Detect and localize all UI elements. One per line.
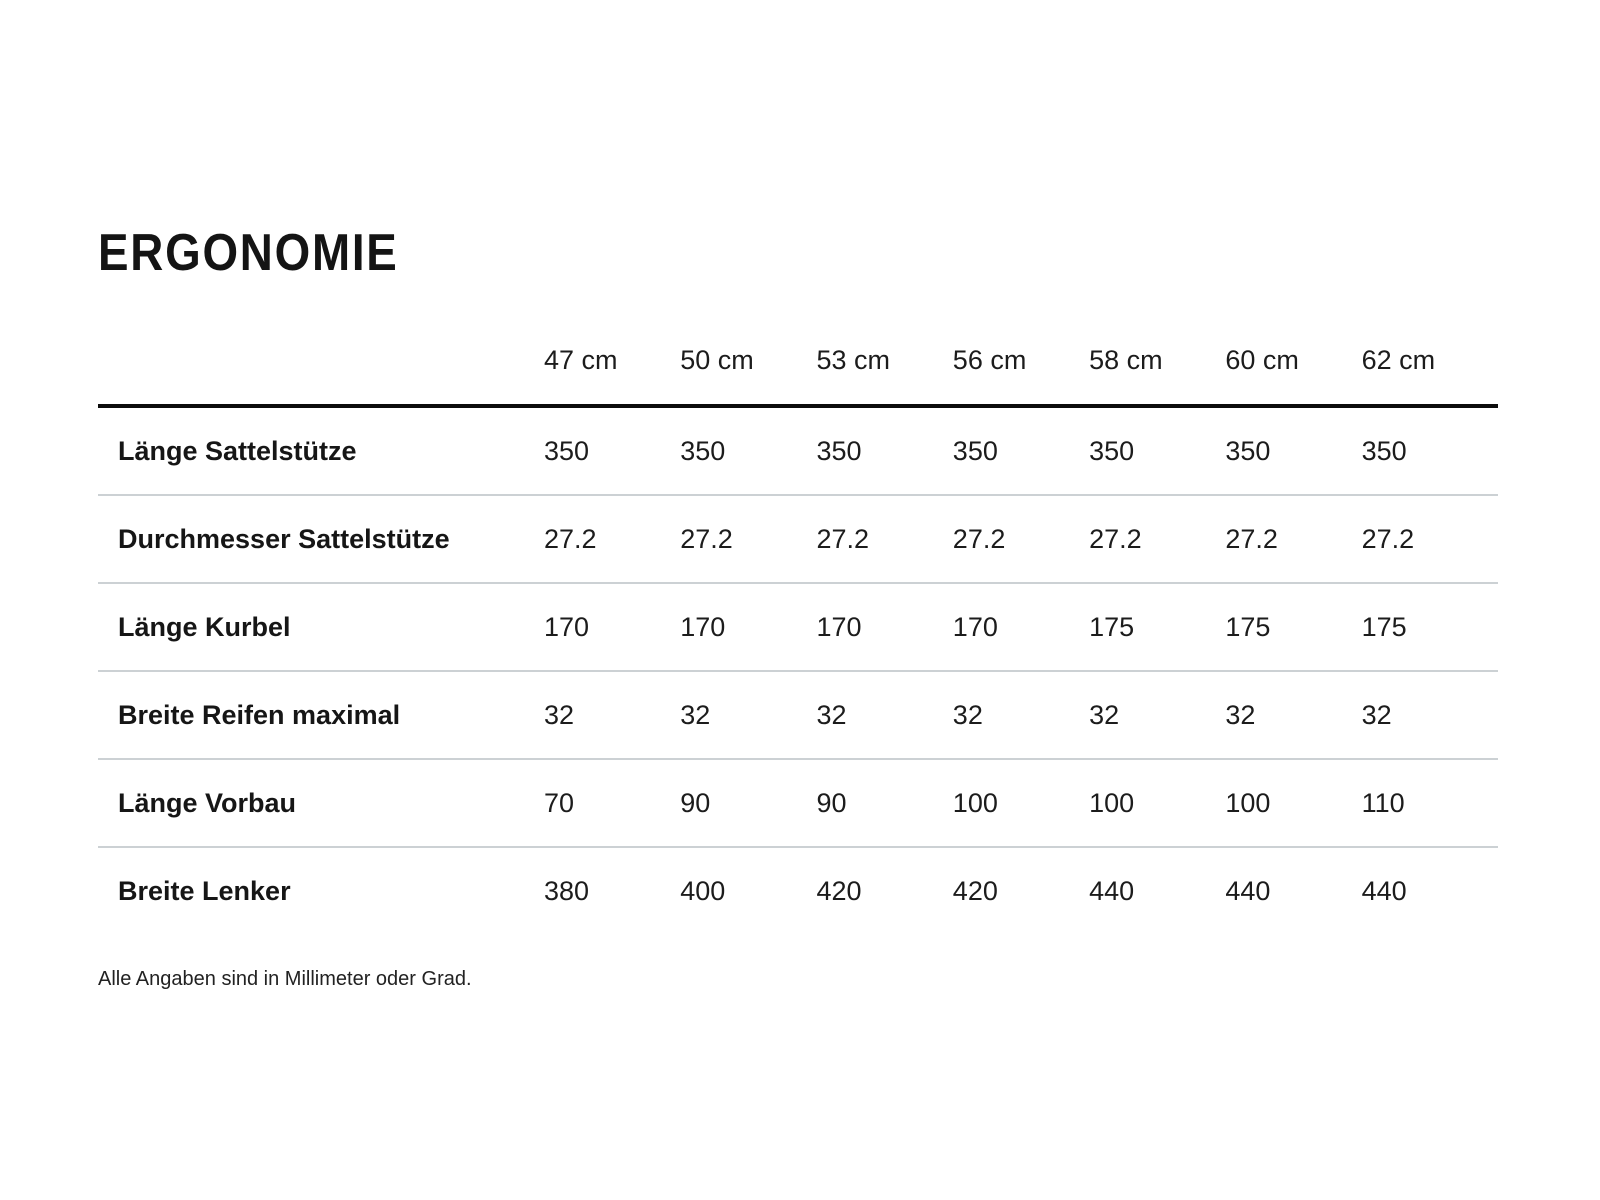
table-header: 47 cm 50 cm 53 cm 56 cm 58 cm 60 cm 62 cm — [98, 316, 1498, 408]
table-row: Breite Lenker 380 400 420 420 440 440 440 — [98, 847, 1498, 934]
cell-value: 350 — [1089, 406, 1226, 496]
cell-value: 32 — [816, 671, 953, 760]
cell-value: 32 — [680, 671, 817, 760]
cell-value: 400 — [680, 875, 726, 906]
cell-value: 350 — [816, 406, 953, 496]
cell-value: 27.2 — [1089, 495, 1226, 584]
cell-value: 170 — [816, 583, 953, 672]
table-body: Länge Sattelstütze 350 350 350 350 350 350 350 D… — [98, 406, 1498, 934]
cell-value: 350 — [952, 406, 1090, 496]
cell-value: 170 — [952, 583, 1090, 672]
cell-value: 350 — [1361, 406, 1498, 496]
cell-value: 32 — [1361, 671, 1498, 760]
cell-value: 350 — [543, 406, 681, 496]
page-title: ERGONOMIE — [98, 223, 399, 282]
cell-value: 27.2 — [816, 495, 953, 584]
row-label: Länge Vorbau — [98, 759, 544, 848]
row-label: Durchmesser Sattelstütze — [98, 495, 544, 584]
cell-value: 32 — [952, 671, 1090, 760]
table-row: Länge Kurbel 170 170 170 170 175 175 175 — [98, 583, 1498, 672]
ergonomics-table: 47 cm 50 cm 53 cm 56 cm 58 cm 60 cm 62 cm Läng… — [98, 316, 1498, 934]
column-header: 62 cm — [1361, 316, 1498, 408]
cell-value: 32 — [1089, 671, 1226, 760]
cell-value: 100 — [1089, 759, 1226, 848]
cell-value: 27.2 — [543, 495, 681, 584]
cell-value: 440 — [1361, 875, 1407, 906]
cell-value: 175 — [1361, 583, 1498, 672]
cell-value: 90 — [680, 759, 817, 848]
cell-value: 32 — [1225, 671, 1362, 760]
cell-value: 100 — [952, 759, 1090, 848]
cell-value: 27.2 — [1361, 495, 1498, 584]
column-header: 58 cm — [1089, 316, 1226, 408]
footnote: Alle Angaben sind in Millimeter oder Gra… — [98, 968, 472, 990]
cell-value: 420 — [952, 875, 998, 906]
cell-value: 175 — [1225, 583, 1362, 672]
table-row: Länge Vorbau 70 90 90 100 100 100 110 — [98, 759, 1498, 848]
row-label: Breite Reifen maximal — [98, 671, 544, 760]
table-row: Durchmesser Sattelstütze 27.2 27.2 27.2 27.2… — [98, 495, 1498, 584]
row-label: Länge Sattelstütze — [98, 406, 544, 496]
cell-value: 170 — [543, 583, 681, 672]
cell-value: 110 — [1361, 759, 1498, 848]
row-label: Breite Lenker — [118, 875, 291, 906]
table-header-row: 47 cm 50 cm 53 cm 56 cm 58 cm 60 cm 62 cm — [98, 316, 1498, 408]
column-header: 60 cm — [1225, 316, 1362, 408]
column-header: 53 cm — [816, 316, 953, 408]
table-row: Breite Reifen maximal 32 32 32 32 32 32 32 — [98, 671, 1498, 760]
header-spacer-cell — [98, 316, 544, 408]
cell-value: 440 — [1089, 875, 1135, 906]
column-header: 47 cm — [543, 316, 681, 408]
row-label: Länge Kurbel — [98, 583, 544, 672]
table-row: Länge Sattelstütze 350 350 350 350 350 350 350 — [98, 406, 1498, 496]
cell-value: 420 — [816, 875, 862, 906]
cell-value: 27.2 — [680, 495, 817, 584]
cell-value: 380 — [543, 875, 590, 906]
cell-value: 350 — [1225, 406, 1362, 496]
cell-value: 70 — [543, 759, 681, 848]
cell-value: 100 — [1225, 759, 1362, 848]
cell-value: 32 — [543, 671, 681, 760]
cell-value: 27.2 — [1225, 495, 1362, 584]
cell-value: 170 — [680, 583, 817, 672]
cell-value: 175 — [1089, 583, 1226, 672]
cell-value: 350 — [680, 406, 817, 496]
column-header: 50 cm — [680, 316, 817, 408]
column-header: 56 cm — [952, 316, 1090, 408]
cell-value: 27.2 — [952, 495, 1090, 584]
cell-value: 90 — [816, 759, 953, 848]
cell-value: 440 — [1225, 875, 1271, 906]
